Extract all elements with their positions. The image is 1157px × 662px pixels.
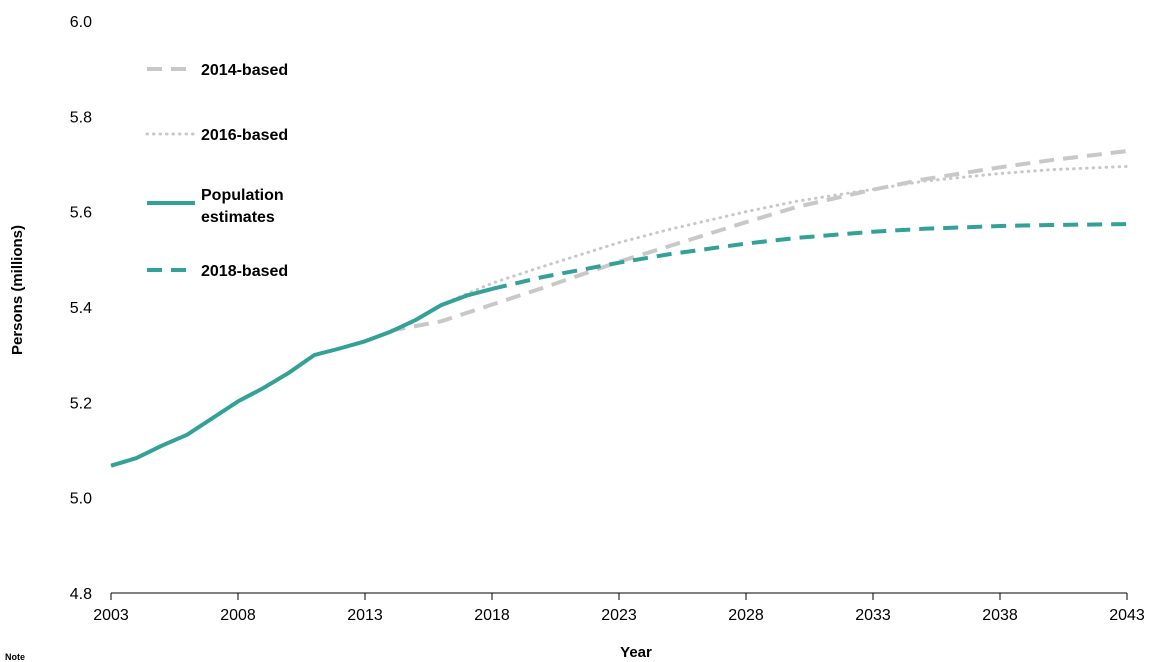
x-tick-label: 2003 (93, 607, 129, 624)
x-tick-label: 2038 (982, 607, 1018, 624)
x-tick-label: 2008 (220, 607, 256, 624)
x-tick-label: 2043 (1109, 607, 1145, 624)
y-tick-label: 5.2 (70, 395, 92, 412)
legend: 2014-based 2016-based Population estimates 2… (145, 62, 288, 280)
y-tick-label: 4.8 (70, 586, 92, 603)
x-tick-label: 2013 (347, 607, 383, 624)
series-line-2014-based (390, 149, 1128, 333)
y-tick-label: 6.0 (70, 14, 92, 31)
y-tick-label: 5.0 (70, 491, 92, 508)
y-axis-title: Persons (millions) (9, 225, 26, 355)
x-axis-title: Year (620, 644, 652, 661)
x-tick-label: 2018 (474, 607, 510, 624)
legend-label: 2018-based (201, 263, 288, 280)
y-tick-label: 5.8 (70, 109, 92, 126)
y-tick-label: 5.4 (70, 300, 92, 317)
legend-label: Population estimates (201, 187, 284, 226)
y-tick-label: 5.6 (70, 205, 92, 222)
series-line-2016-based (439, 164, 1129, 307)
series-line-population-estimates (110, 286, 493, 468)
x-tick-label: 2033 (855, 607, 891, 624)
legend-label: 2014-based (201, 62, 288, 79)
y-axis: 4.8 5.0 5.2 5.4 5.6 5.8 6.0 (70, 14, 92, 603)
series-layer (110, 149, 1129, 468)
x-tick-label: 2028 (728, 607, 764, 624)
note-label: Note (5, 652, 25, 662)
x-axis: 2003 2008 2013 2018 2023 2028 2033 2038 2043 (93, 592, 1145, 624)
x-tick-label: 2023 (601, 607, 637, 624)
series-line-2018-based (491, 222, 1128, 291)
legend-label: 2016-based (201, 127, 288, 144)
